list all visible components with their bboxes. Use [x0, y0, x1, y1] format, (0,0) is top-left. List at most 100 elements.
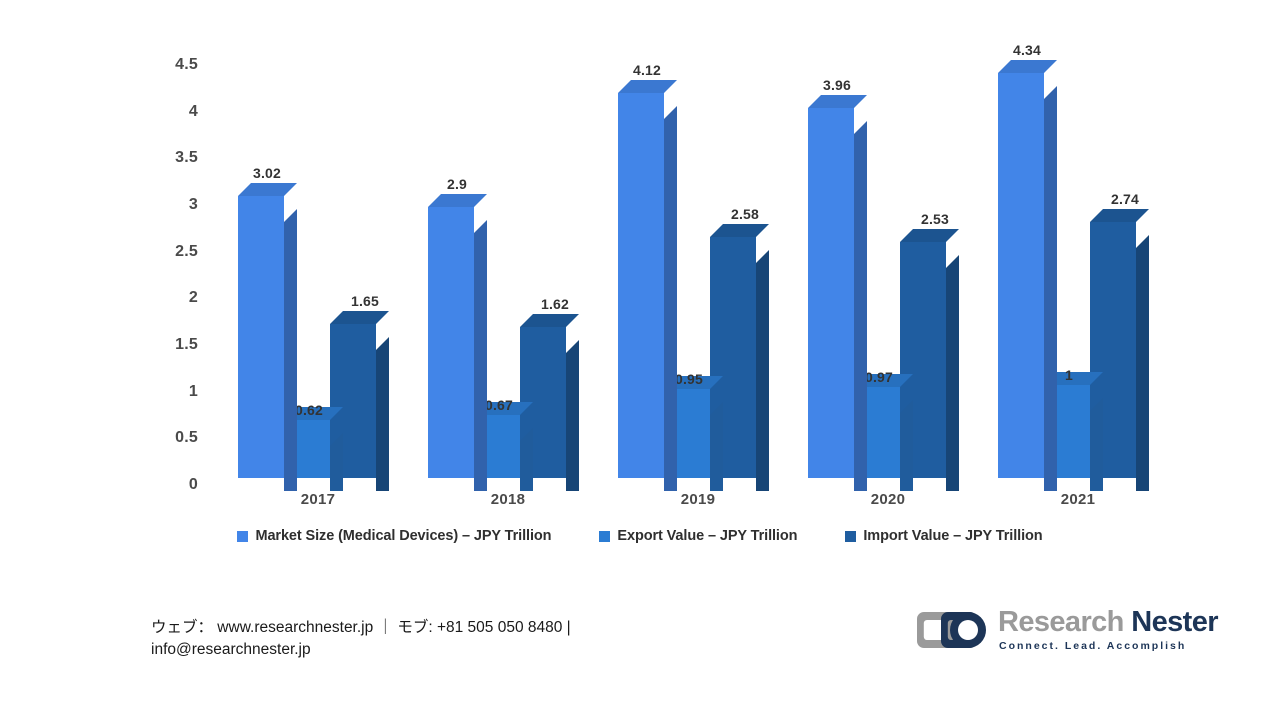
- bar-2021-series-1[interactable]: 4.34: [998, 42, 1057, 491]
- bar-2020-series-1[interactable]: 3.96: [808, 77, 867, 491]
- bar-side-face: [376, 337, 389, 491]
- logo-wordmark: Research Nester: [998, 605, 1219, 639]
- bar-value-label: 2.9: [446, 176, 468, 192]
- y-axis-tick-label: 2.5: [175, 242, 198, 260]
- bar-front-face: [618, 93, 664, 478]
- bar-side-face: [566, 340, 579, 491]
- bar-group-2021: 4.34 1 2.74 2021: [998, 42, 1158, 508]
- y-axis-tick-label: 0: [188, 476, 198, 493]
- x-axis-tick-label: 2021: [1060, 491, 1096, 508]
- bar-2017-series-3[interactable]: 1.65: [330, 293, 389, 491]
- bar-front-face: [428, 207, 474, 478]
- legend-label: Export Value – JPY Trillion: [617, 528, 798, 544]
- bar-2018-series-3[interactable]: 1.62: [520, 296, 579, 491]
- bar-side-face: [1044, 86, 1057, 491]
- bar-group-2020: 3.96 0.97 2.53 2020: [808, 58, 968, 508]
- legend-swatch-icon: [599, 530, 611, 542]
- bar-value-label: 3.96: [822, 77, 852, 93]
- bar-group-2017: 3.02 0.62 1.65 2017: [238, 58, 398, 508]
- bar-front-face: [998, 73, 1044, 478]
- logo-word-research: Research: [998, 606, 1132, 638]
- bar-side-face: [1136, 235, 1149, 491]
- logo-link-mark-icon: [916, 609, 990, 651]
- y-axis: 0 0.5 1 1.5 2 2.5 3 3.5 4 4.5: [152, 0, 198, 560]
- logo-word-nester: Nester: [1131, 606, 1218, 638]
- bar-top-face: [618, 80, 677, 93]
- bar-top-face: [998, 60, 1057, 73]
- y-axis-tick-label: 3: [188, 196, 198, 213]
- bar-top-face: [284, 407, 343, 420]
- bar-value-label: 3.02: [252, 165, 282, 181]
- legend-item-2[interactable]: Export Value – JPY Trillion: [599, 528, 797, 544]
- bar-top-face: [854, 374, 913, 387]
- bar-value-label: 0.62: [294, 402, 324, 418]
- bar-value-label: 1.65: [350, 293, 380, 309]
- bar-front-face: [808, 108, 854, 478]
- bar-group-2018: 2.9 0.67 1.62 2018: [428, 58, 588, 508]
- legend-swatch-icon: [845, 530, 857, 542]
- y-axis-tick-label: 1.5: [175, 336, 198, 353]
- y-axis-tick-label: 1: [188, 382, 198, 400]
- bar-value-label: 2.53: [920, 211, 950, 227]
- bar-2019-series-2[interactable]: 0.95: [664, 371, 723, 491]
- bar-side-face: [284, 209, 297, 491]
- plot-area: 3.02 0.62 1.65 2017 2.9 0.67 1.62 2018 4.12 0.95 2…: [210, 0, 1170, 560]
- legend-swatch-icon: [237, 530, 249, 542]
- x-axis-tick-label: 2017: [300, 491, 336, 508]
- footer-contact-line-1: ウェブ： www.researchnester.jp ｜ モブ: +81 505…: [151, 619, 571, 636]
- bar-top-face: [808, 95, 867, 108]
- bar-value-label: 0.67: [484, 397, 514, 413]
- bar-side-face: [854, 121, 867, 491]
- legend-item-3[interactable]: Import Value – JPY Trillion: [845, 528, 1043, 544]
- legend-label: Market Size (Medical Devices) – JPY Tril…: [255, 528, 552, 544]
- bar-top-face: [1090, 209, 1149, 222]
- bar-chart: 0 0.5 1 1.5 2 2.5 3 3.5 4 4.5 3.02 0.62 1.65 2017 2.9…: [0, 0, 1280, 560]
- bar-value-label: 2.58: [730, 206, 760, 222]
- y-axis-tick-label: 2: [188, 289, 198, 307]
- bar-side-face: [520, 428, 533, 491]
- bar-top-face: [428, 194, 487, 207]
- legend-label: Import Value – JPY Trillion: [863, 528, 1043, 544]
- bar-front-face: [238, 196, 284, 478]
- bar-side-face: [946, 255, 959, 491]
- x-axis-tick-label: 2020: [870, 491, 906, 508]
- bar-2018-series-1[interactable]: 2.9: [428, 176, 487, 491]
- bar-side-face: [710, 402, 723, 491]
- bar-2019-series-3[interactable]: 2.58: [710, 206, 769, 491]
- footer-contact: ウェブ： www.researchnester.jp ｜ モブ: +81 505…: [151, 617, 671, 661]
- bar-side-face: [1090, 398, 1103, 491]
- logo-tagline: Connect. Lead. Accomplish: [999, 640, 1187, 652]
- bar-value-label: 0.95: [674, 371, 704, 387]
- bar-value-label: 4.34: [1012, 42, 1042, 58]
- bar-top-face: [520, 314, 579, 327]
- bar-top-face: [474, 402, 533, 415]
- x-axis-tick-label: 2018: [490, 491, 526, 508]
- bar-top-face: [330, 311, 389, 324]
- bar-top-face: [238, 183, 297, 196]
- bar-value-label: 4.12: [632, 62, 662, 78]
- bar-group-2019: 4.12 0.95 2.58 2019: [618, 58, 778, 508]
- bar-side-face: [664, 106, 677, 491]
- bar-value-label: 1: [1065, 367, 1073, 383]
- bar-top-face: [664, 376, 723, 389]
- footer-contact-line-2: info@researchnester.jp: [151, 641, 311, 658]
- bar-value-label: 0.97: [864, 369, 894, 385]
- bar-2017-series-1[interactable]: 3.02: [238, 165, 297, 491]
- y-axis-tick-label: 0.5: [175, 429, 198, 447]
- bar-2019-series-1[interactable]: 4.12: [618, 62, 677, 491]
- bar-value-label: 2.74: [1110, 191, 1140, 207]
- bar-side-face: [474, 220, 487, 491]
- y-axis-tick-label: 3.5: [175, 149, 198, 167]
- chart-legend: Market Size (Medical Devices) – JPY Tril…: [0, 528, 1280, 544]
- bar-side-face: [900, 400, 913, 491]
- bar-value-label: 1.62: [540, 296, 570, 312]
- bar-top-face: [1044, 372, 1103, 385]
- x-axis-tick-label: 2019: [680, 491, 716, 508]
- legend-item-1[interactable]: Market Size (Medical Devices) – JPY Tril…: [237, 528, 552, 544]
- research-nester-logo: Research Nester Connect. Lead. Accomplis…: [916, 605, 1219, 657]
- y-axis-tick-label: 4.5: [175, 56, 198, 73]
- bar-side-face: [756, 250, 769, 491]
- y-axis-tick-label: 4: [188, 102, 198, 120]
- bar-top-face: [900, 229, 959, 242]
